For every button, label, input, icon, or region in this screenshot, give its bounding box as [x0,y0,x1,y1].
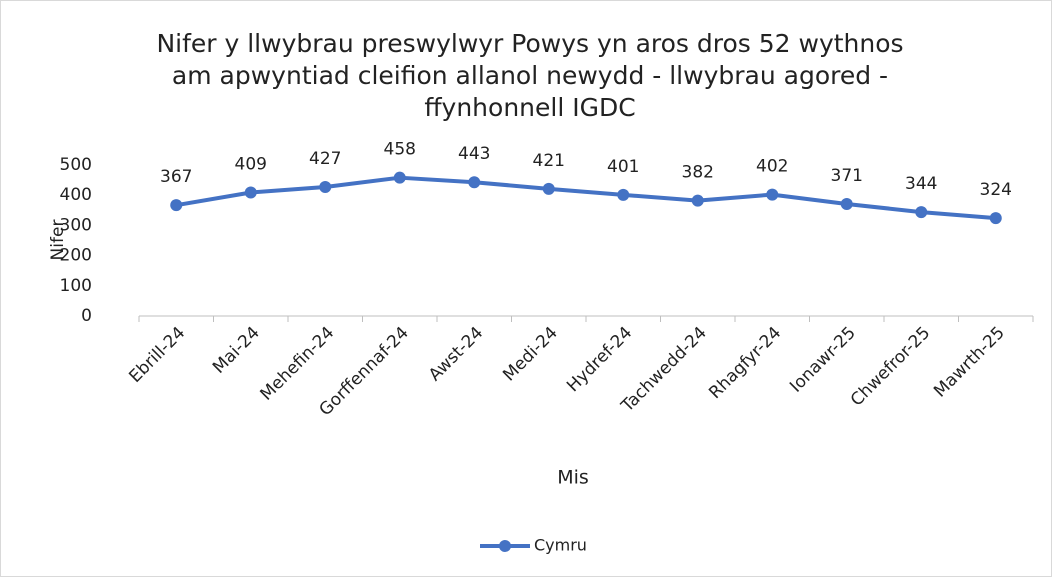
point [989,212,1002,225]
point [617,188,630,201]
data-label: 344 [905,174,937,194]
point [542,182,555,195]
series-line [175,175,996,221]
data-label: 367 [160,167,192,187]
data-label: 443 [458,144,490,164]
point [244,186,257,199]
point [840,197,853,210]
data-label: 324 [980,180,1012,200]
point [915,206,928,219]
data-label: 402 [756,157,788,177]
data-label: 458 [384,140,416,160]
point [468,176,481,189]
y-axis-title: Nifer [48,220,68,261]
y-tick-label: 500 [60,155,92,175]
y-tick-label: 0 [81,306,92,326]
point [319,181,332,194]
data-label: 421 [533,151,565,171]
data-label: 427 [309,149,341,169]
data-label: 371 [831,166,863,186]
point [393,171,406,184]
y-tick-label: 100 [60,276,92,296]
legend-marker [499,540,511,552]
y-tick-label: 400 [60,185,92,205]
point [766,188,779,201]
x-axis-title: Mis [557,467,589,489]
data-label: 382 [682,163,714,183]
point [170,199,183,212]
y-tick-label: 300 [60,215,92,235]
chart-title: Nifer y llwybrau preswylwyr Powys yn aro… [156,29,904,122]
legend-label: Cymru [534,536,587,555]
data-label: 401 [607,157,639,177]
data-label: 409 [235,154,267,174]
point [691,194,704,207]
y-tick-label: 200 [60,246,92,266]
